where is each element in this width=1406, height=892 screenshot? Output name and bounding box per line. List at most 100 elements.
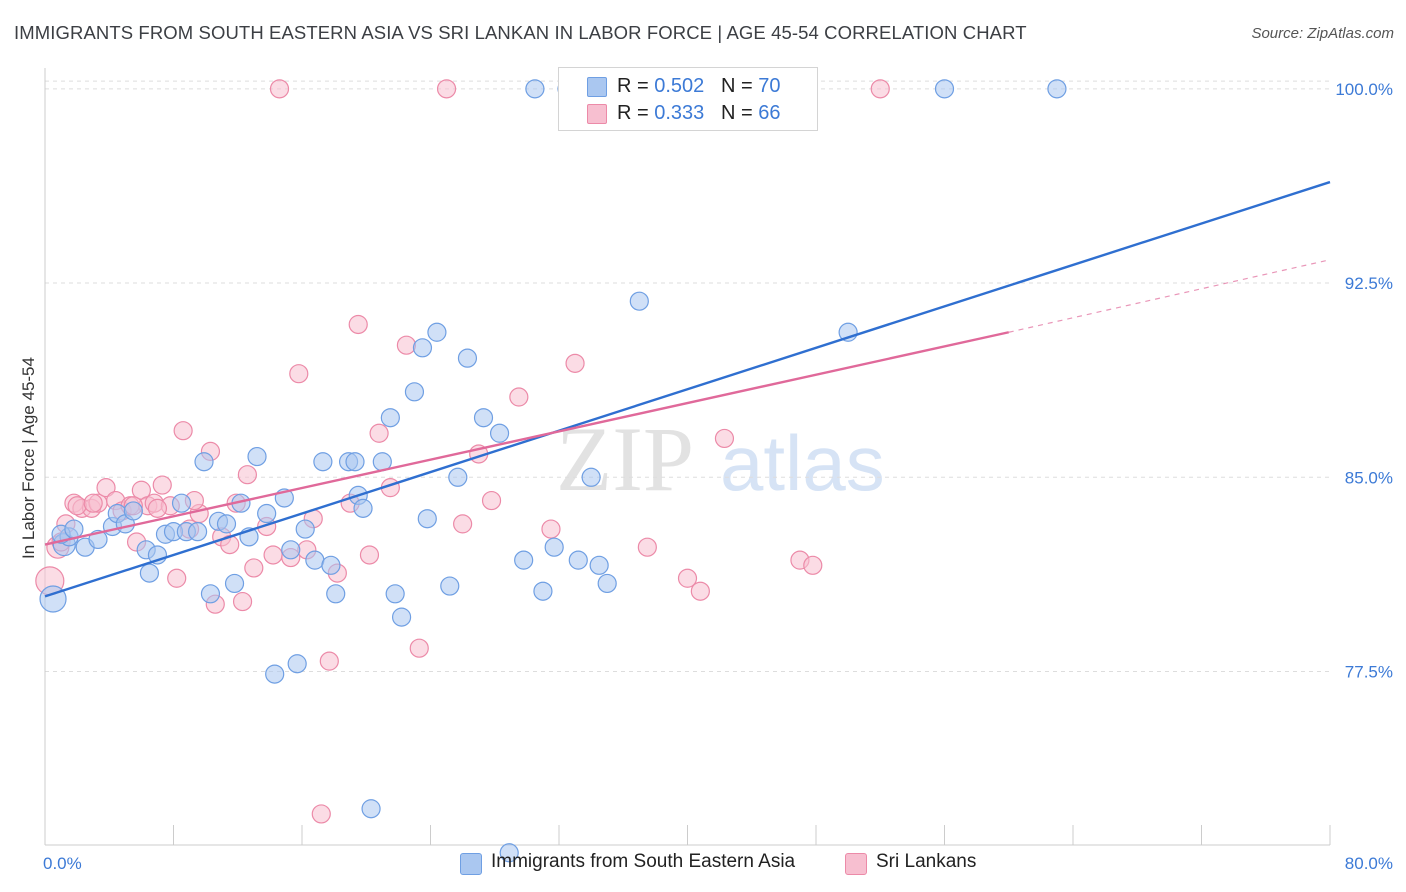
x-tick-labels: 0.0% 80.0%: [43, 854, 1393, 873]
blue-point: [187, 522, 208, 542]
y-tick-label: 85.0%: [1345, 468, 1393, 487]
blue-point: [171, 493, 192, 513]
blue-point: [499, 843, 519, 863]
pink-point: [541, 519, 561, 539]
legend-pink-r-label: R =: [617, 102, 655, 124]
x-tick-label: 0.0%: [43, 854, 82, 873]
pink-point: [173, 421, 193, 441]
legend-blue-n-value: 70: [758, 75, 781, 97]
pink-point: [147, 498, 168, 518]
pink-point: [803, 555, 823, 575]
pink-point: [509, 387, 529, 407]
y-tick-labels: 77.5% 85.0% 92.5% 100.0%: [1335, 80, 1393, 682]
blue-point: [514, 550, 534, 570]
pink-point: [269, 79, 290, 99]
legend-pink-n-value: 66: [758, 102, 781, 124]
pink-trend-line: [44, 331, 1010, 546]
legend-pink-n-label: N =: [720, 102, 759, 124]
y-tick-label: 92.5%: [1345, 274, 1393, 293]
legend-blue-r-label: R =: [617, 75, 655, 97]
blue-point: [473, 408, 494, 428]
pink-point: [481, 490, 502, 511]
pink-point: [263, 545, 283, 565]
blue-point: [629, 291, 649, 311]
blue-point: [589, 555, 609, 575]
pink-point: [714, 428, 735, 449]
correlation-legend: R = 0.502 N = 70 R = 0.333 N = 66: [558, 67, 818, 131]
chart-title: IMMIGRANTS FROM SOUTH EASTERN ASIA VS SR…: [14, 22, 1027, 43]
blue-point: [448, 467, 468, 487]
blue-point: [257, 503, 277, 524]
blue-point: [385, 584, 405, 604]
blue-point: [139, 563, 160, 583]
pink-point: [319, 651, 339, 671]
blue-point: [544, 537, 564, 557]
pink-point: [677, 568, 698, 588]
pink-point: [232, 591, 253, 612]
pink-point: [436, 79, 457, 99]
legend-blue-n-label: N =: [720, 75, 759, 97]
blue-point: [265, 664, 285, 684]
y-tick-label: 100.0%: [1335, 80, 1393, 99]
pink-point: [369, 423, 389, 443]
blue-point: [404, 382, 425, 402]
blue-point: [313, 452, 333, 472]
blue-point: [123, 501, 143, 521]
blue-point: [361, 799, 381, 819]
pink-point: [152, 475, 172, 495]
pink-point: [311, 804, 331, 824]
bottom-legend-pink-label: Sri Lankans: [876, 851, 977, 872]
blue-point: [247, 446, 267, 467]
blue-point: [200, 584, 221, 604]
blue-point: [457, 348, 478, 368]
blue-point: [64, 519, 84, 539]
bottom-legend-blue-swatch: [460, 853, 482, 875]
blue-point: [489, 423, 510, 443]
legend-row-blue: R = 0.502 N = 70: [617, 75, 780, 98]
blue-point: [321, 555, 341, 575]
blue-point: [216, 514, 237, 534]
pink-point: [96, 478, 116, 498]
pink-point: [637, 537, 657, 557]
blue-point: [194, 452, 214, 472]
pink-point: [237, 465, 257, 485]
pink-point: [167, 568, 187, 588]
pink-point: [83, 493, 103, 513]
bottom-legend-blue-label: Immigrants from South Eastern Asia: [491, 851, 796, 872]
watermark: ZIP atlas: [556, 408, 885, 510]
blue-point: [1047, 79, 1067, 99]
legend-row-pink: R = 0.333 N = 66: [617, 102, 780, 125]
legend-pink-r-value: 0.333: [654, 102, 705, 124]
legend-blue-r-value: 0.502: [654, 75, 705, 97]
legend-blue-swatch: [587, 77, 607, 97]
pink-point: [870, 79, 890, 99]
blue-point: [597, 573, 617, 594]
watermark-zip: ZIP: [556, 408, 694, 510]
bottom-legend-pink-swatch: [845, 853, 867, 875]
blue-point: [427, 322, 447, 342]
legend-pink-swatch: [587, 104, 607, 124]
axes: [44, 68, 1331, 846]
blue-trend-line: [44, 180, 1331, 598]
y-tick-label: 77.5%: [1345, 662, 1393, 681]
pink-point: [409, 638, 429, 658]
pink-point: [690, 581, 710, 601]
series-south-eastern-asia: [39, 79, 1067, 863]
pink-point: [67, 496, 87, 516]
blue-point: [440, 576, 460, 596]
x-tick-label: 80.0%: [1345, 854, 1393, 873]
blue-point: [345, 452, 365, 472]
pink-point: [396, 335, 417, 355]
source-credit: Source: ZipAtlas.com: [1251, 25, 1394, 42]
pink-point: [348, 314, 368, 335]
blue-point: [391, 607, 412, 627]
blue-point: [568, 550, 588, 570]
blue-point: [305, 550, 325, 570]
watermark-atlas: atlas: [720, 419, 885, 507]
blue-point: [525, 79, 545, 99]
trend-lines: [44, 180, 1331, 598]
pink-point: [565, 353, 585, 373]
blue-point: [287, 654, 307, 674]
blue-point: [326, 584, 346, 604]
